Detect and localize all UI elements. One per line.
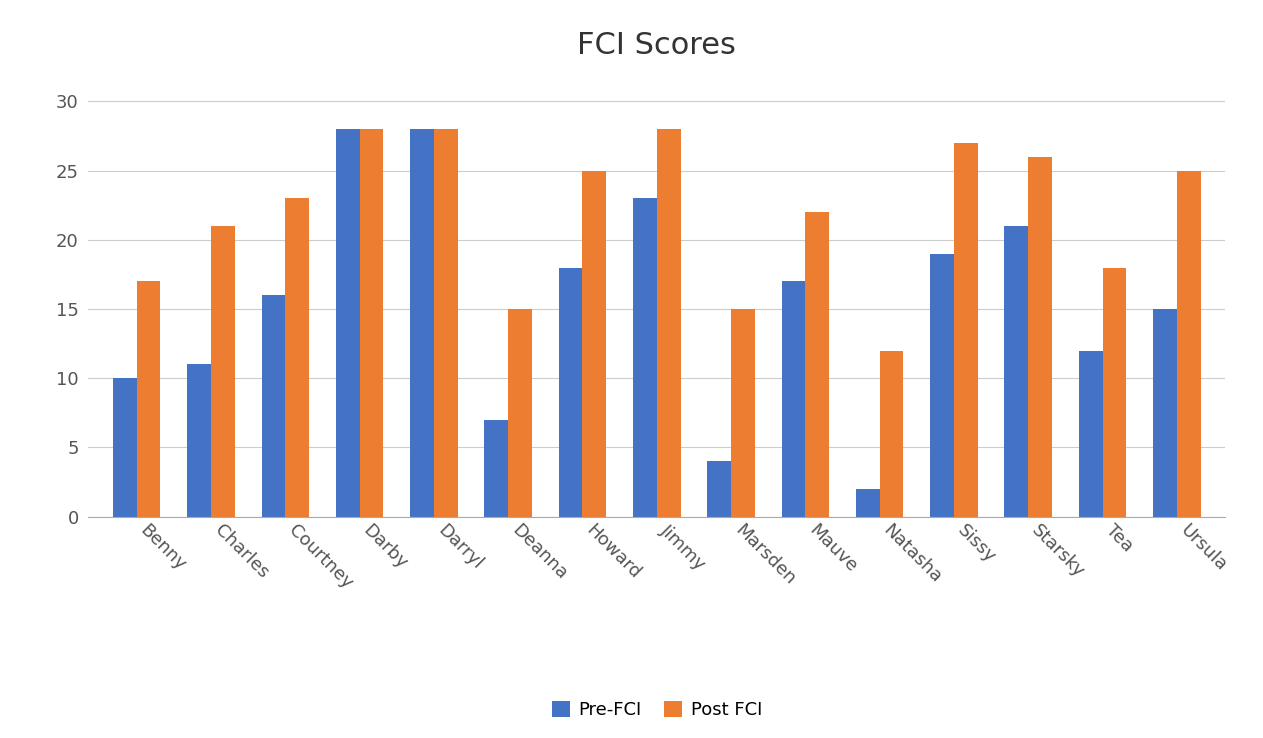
Bar (112, 378, 136, 517)
Bar (954, 143, 978, 517)
Bar (582, 170, 606, 517)
Legend: Pre-FCI, Post FCI: Pre-FCI, Post FCI (544, 694, 769, 727)
Bar (187, 365, 211, 517)
Bar (657, 129, 681, 517)
Bar (782, 281, 806, 517)
Bar (285, 199, 309, 517)
Bar (1103, 267, 1127, 517)
Bar (1079, 351, 1103, 517)
Bar (211, 226, 235, 517)
Bar (410, 129, 434, 517)
Bar (1028, 157, 1052, 517)
Bar (879, 351, 903, 517)
Bar (558, 267, 582, 517)
Bar (336, 129, 360, 517)
Bar (508, 309, 532, 517)
Bar (1177, 170, 1201, 517)
Bar (930, 254, 954, 517)
Bar (136, 281, 160, 517)
Bar (1004, 226, 1028, 517)
Bar (633, 199, 657, 517)
Title: FCI Scores: FCI Scores (577, 31, 736, 61)
Bar (856, 489, 879, 517)
Bar (434, 129, 457, 517)
Bar (731, 309, 755, 517)
Bar (707, 461, 731, 517)
Bar (360, 129, 384, 517)
Bar (261, 295, 285, 517)
Bar (1153, 309, 1177, 517)
Bar (485, 420, 508, 517)
Bar (806, 213, 829, 517)
